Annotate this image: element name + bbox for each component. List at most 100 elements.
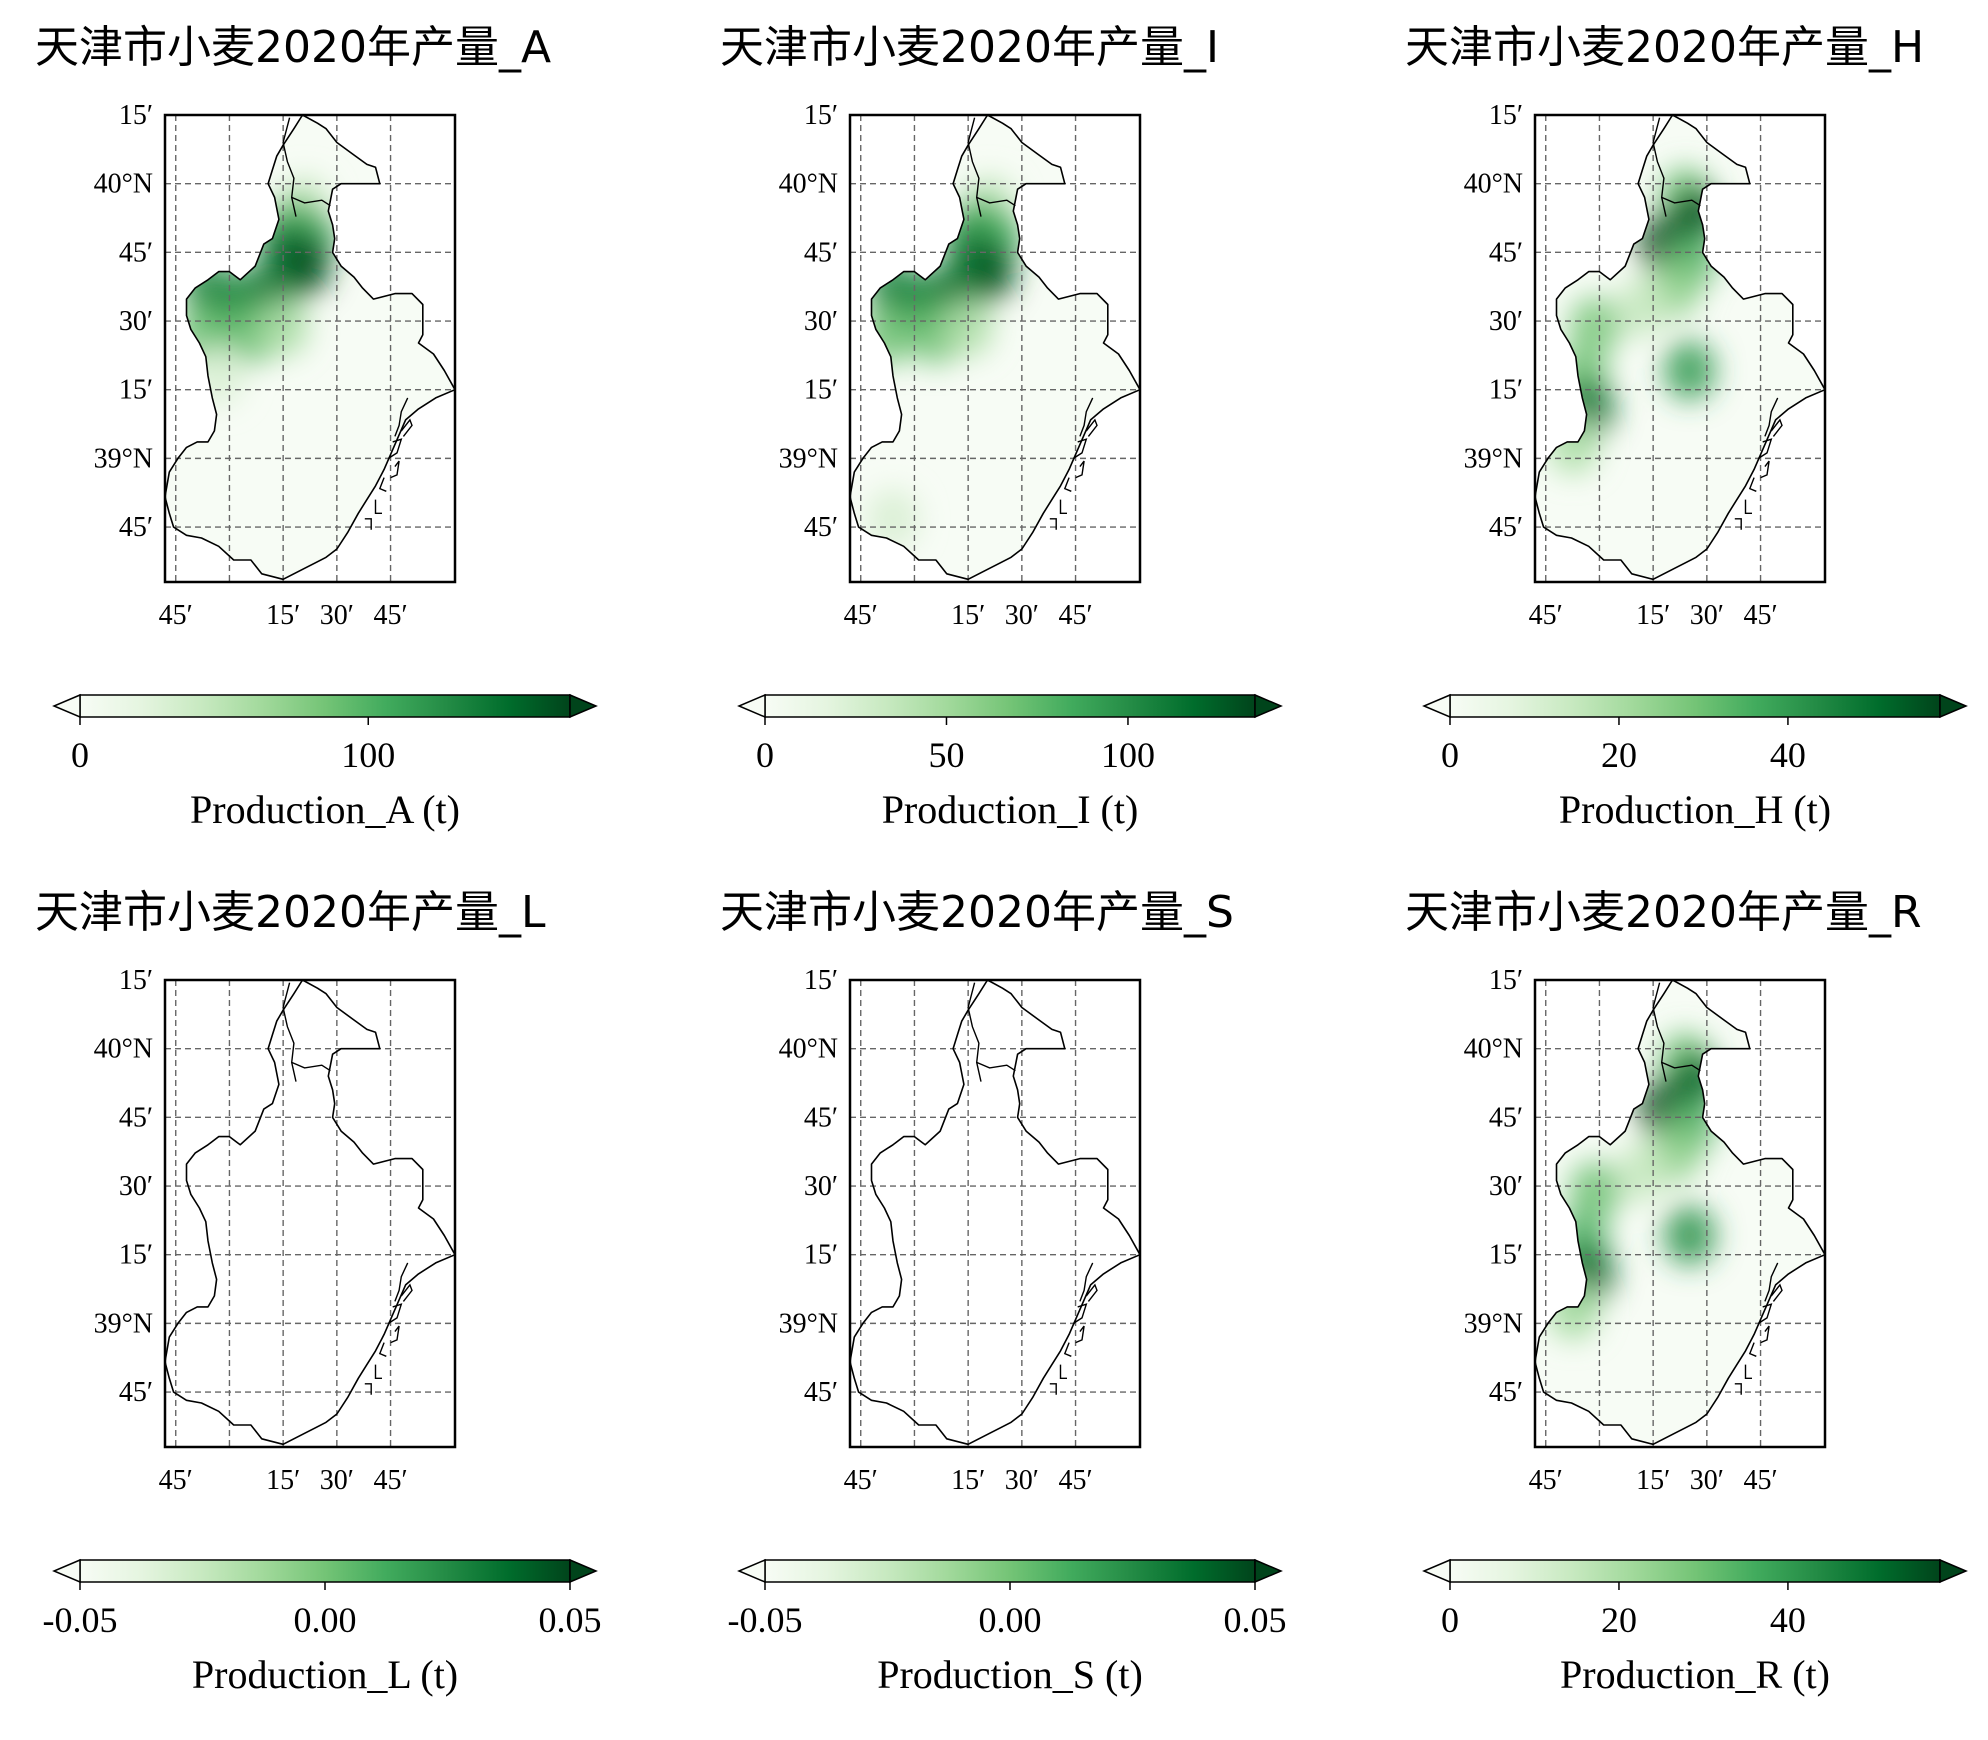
port-outline: [400, 1283, 413, 1302]
lat-tick-label: 45′: [804, 512, 838, 543]
map-panel-svg: 天津市小麦2020年产量_I 15′ 40°N 45′ 30′ 15′ 39°N 45′ 45′…: [720, 22, 1283, 832]
colorbar-tick-label: -0.05: [728, 1600, 803, 1640]
colorbar-extend-min: [52, 1558, 81, 1584]
lat-tick-label: 15′: [804, 1240, 838, 1271]
map-panel: 天津市小麦2020年产量_H 15′ 40°N 45′ 30′ 15′ 39°N 45′ 45′…: [1400, 15, 1988, 875]
panel-title: 天津市小麦2020年产量_H: [1405, 22, 1924, 73]
lat-tick-label: 45′: [1489, 1102, 1523, 1133]
heat-cell: [1616, 1142, 1669, 1203]
panel-title: 天津市小麦2020年产量_R: [1405, 887, 1922, 938]
port-outline: [394, 397, 409, 437]
colorbar-extend-min: [737, 693, 766, 719]
lon-tick-label: 45′: [844, 600, 878, 631]
district-boundary: [1661, 196, 1701, 207]
colorbar-extend-max: [1939, 693, 1968, 719]
colorbar-tick-label: 40: [1770, 1600, 1806, 1640]
district-boundary: [291, 196, 331, 207]
colorbar-extend-max: [1939, 1558, 1968, 1584]
lon-tick-label: 30′: [1005, 600, 1039, 631]
heat-cell: [1569, 1161, 1622, 1222]
colorbar-tick-label: 0: [1441, 1600, 1459, 1640]
map-panel-svg: 天津市小麦2020年产量_S 15′ 40°N 45′ 30′ 15′ 39°N 45′ 45′…: [720, 887, 1287, 1697]
colorbar-extend-max: [1254, 1558, 1283, 1584]
lat-tick-label: 45′: [1489, 512, 1523, 543]
lon-tick-label: 45′: [373, 1465, 407, 1496]
colorbar-tick-label: 0.00: [294, 1600, 357, 1640]
heat-cell: [1547, 1279, 1600, 1340]
map-panel-svg: 天津市小麦2020年产量_H 15′ 40°N 45′ 30′ 15′ 39°N 45′ 45′…: [1405, 22, 1968, 832]
colorbar: 0 20 40 Production_R (t): [1422, 1558, 1968, 1697]
port-outline: [1758, 1303, 1773, 1324]
gridlines: [1535, 979, 1825, 1447]
lat-tick-label: 45′: [804, 237, 838, 268]
port-outline: [378, 477, 387, 492]
heat-cell: [1663, 1205, 1716, 1266]
heat-cell: [1569, 296, 1622, 357]
colorbar-tick-label: 100: [1101, 735, 1155, 775]
colorbar-gradient: [1449, 694, 1941, 718]
port-outline: [378, 1342, 387, 1357]
colorbar-tick-label: 20: [1601, 735, 1637, 775]
lat-tick-label: 15′: [804, 965, 838, 996]
gridlines: [1535, 114, 1825, 582]
heat-cell: [1663, 340, 1716, 401]
lat-tick-label: 15′: [1489, 375, 1523, 406]
colorbar-tick-label: 100: [341, 735, 395, 775]
lat-tick-label: 40°N: [779, 169, 838, 200]
lon-tick-label: 45′: [1529, 1465, 1563, 1496]
port-outline: [1764, 397, 1779, 437]
lat-tick-label: 45′: [1489, 1377, 1523, 1408]
port-outline: [374, 1364, 382, 1379]
port-outline: [1085, 1283, 1098, 1302]
tianjin-boundary: [164, 114, 456, 581]
lat-tick-label: 45′: [119, 512, 153, 543]
port-outline: [1744, 499, 1752, 514]
port-outline: [1079, 1262, 1094, 1302]
lat-tick-label: 15′: [119, 100, 153, 131]
port-outline: [1085, 418, 1098, 437]
map-panel-svg: 天津市小麦2020年产量_L 15′ 40°N 45′ 30′ 15′ 39°N 45′ 45′…: [35, 887, 602, 1697]
tianjin-boundary: [1534, 979, 1826, 1446]
port-outline: [1760, 460, 1770, 479]
port-outline: [394, 1262, 409, 1302]
lon-tick-label: 30′: [1690, 600, 1724, 631]
lat-tick-label: 45′: [804, 1102, 838, 1133]
tianjin-boundary: [849, 979, 1141, 1446]
lon-tick-label: 15′: [1636, 600, 1670, 631]
heat-cell: [1547, 414, 1600, 475]
lon-tick-label: 45′: [1058, 1465, 1092, 1496]
colorbar-tick-label: 40: [1770, 735, 1806, 775]
lat-tick-label: 40°N: [94, 169, 153, 200]
port-outline: [1063, 1342, 1072, 1357]
lon-tick-label: 30′: [1005, 1465, 1039, 1496]
lat-tick-label: 15′: [1489, 1240, 1523, 1271]
colorbar: 0 20 40 Production_H (t): [1422, 693, 1968, 832]
lat-tick-label: 15′: [804, 100, 838, 131]
production-heatmap: [177, 175, 338, 406]
map-frame: [1533, 113, 1827, 584]
colorbar: 0 50 100 Production_I (t): [737, 693, 1283, 832]
port-outline: [1049, 518, 1057, 530]
lat-tick-label: 39°N: [1464, 443, 1523, 474]
colorbar: -0.05 0.00 0.05 Production_S (t): [728, 1558, 1287, 1697]
port-outline: [1059, 1364, 1067, 1379]
port-outline: [1744, 1364, 1752, 1379]
panel-title: 天津市小麦2020年产量_I: [720, 22, 1219, 73]
lat-tick-label: 45′: [119, 237, 153, 268]
district-boundary: [282, 982, 297, 1082]
port-outline: [1073, 1303, 1088, 1324]
port-outline: [1079, 397, 1094, 437]
gridlines: [850, 979, 1140, 1447]
port-outline: [1063, 477, 1072, 492]
map-panel: 天津市小麦2020年产量_A 15′ 40°N 45′ 30′ 15′ 39°N 45′ 45′…: [30, 15, 730, 875]
map-panel: 天津市小麦2020年产量_I 15′ 40°N 45′ 30′ 15′ 39°N 45′ 45′…: [715, 15, 1415, 875]
colorbar-tick-label: 0: [756, 735, 774, 775]
colorbar-label: Production_I (t): [882, 787, 1139, 832]
tianjin-boundary: [849, 114, 1141, 581]
lat-tick-label: 45′: [119, 1377, 153, 1408]
port-outline: [1770, 1283, 1783, 1302]
tianjin-boundary: [1534, 114, 1826, 581]
lat-tick-label: 45′: [1489, 237, 1523, 268]
lon-tick-label: 15′: [951, 1465, 985, 1496]
lon-tick-label: 30′: [320, 600, 354, 631]
